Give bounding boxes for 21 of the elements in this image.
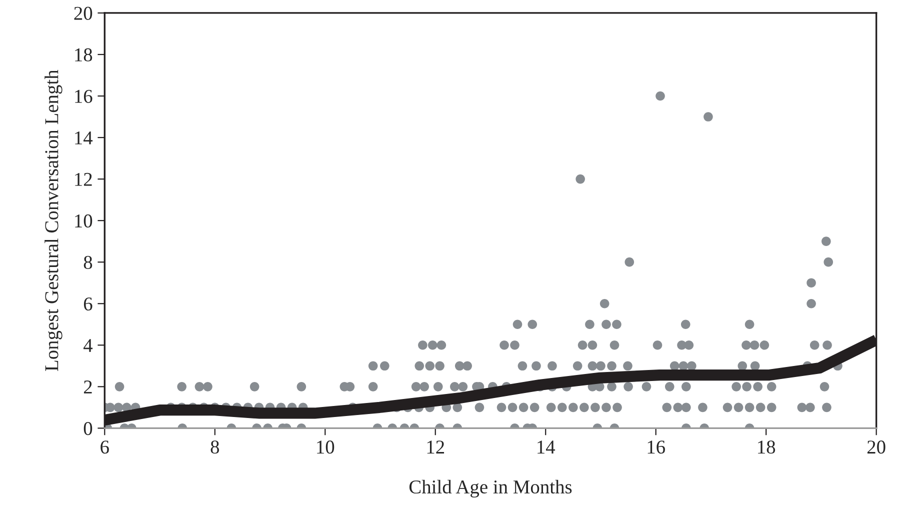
y-tick-label: 0 — [84, 422, 92, 436]
y-tick-label: 16 — [75, 90, 92, 103]
x-tick-label: 8 — [210, 440, 220, 454]
y-tick-label: 10 — [75, 214, 92, 228]
x-tick-label: 20 — [867, 440, 886, 454]
y-tick-label: 12 — [75, 172, 92, 186]
x-tick-label: 14 — [538, 440, 556, 454]
y-tick-label: 20 — [74, 6, 92, 20]
y-tick-label: 8 — [84, 256, 92, 270]
y-axis-title: Longest Gestural Conversation Length — [44, 70, 62, 371]
y-tick-label: 2 — [84, 380, 92, 394]
x-tick-label: 12 — [427, 440, 444, 454]
x-tick-label: 18 — [758, 440, 776, 454]
x-tick-label: 6 — [100, 440, 109, 454]
y-tick-label: 18 — [75, 48, 92, 62]
y-tick-label: 6 — [84, 297, 92, 311]
y-tick-label: 14 — [75, 131, 93, 144]
x-axis-title: Child Age in Months — [409, 480, 572, 498]
x-tick-label: 10 — [317, 440, 334, 454]
y-tick-label: 4 — [84, 339, 93, 352]
x-tick-label: 16 — [648, 440, 665, 454]
